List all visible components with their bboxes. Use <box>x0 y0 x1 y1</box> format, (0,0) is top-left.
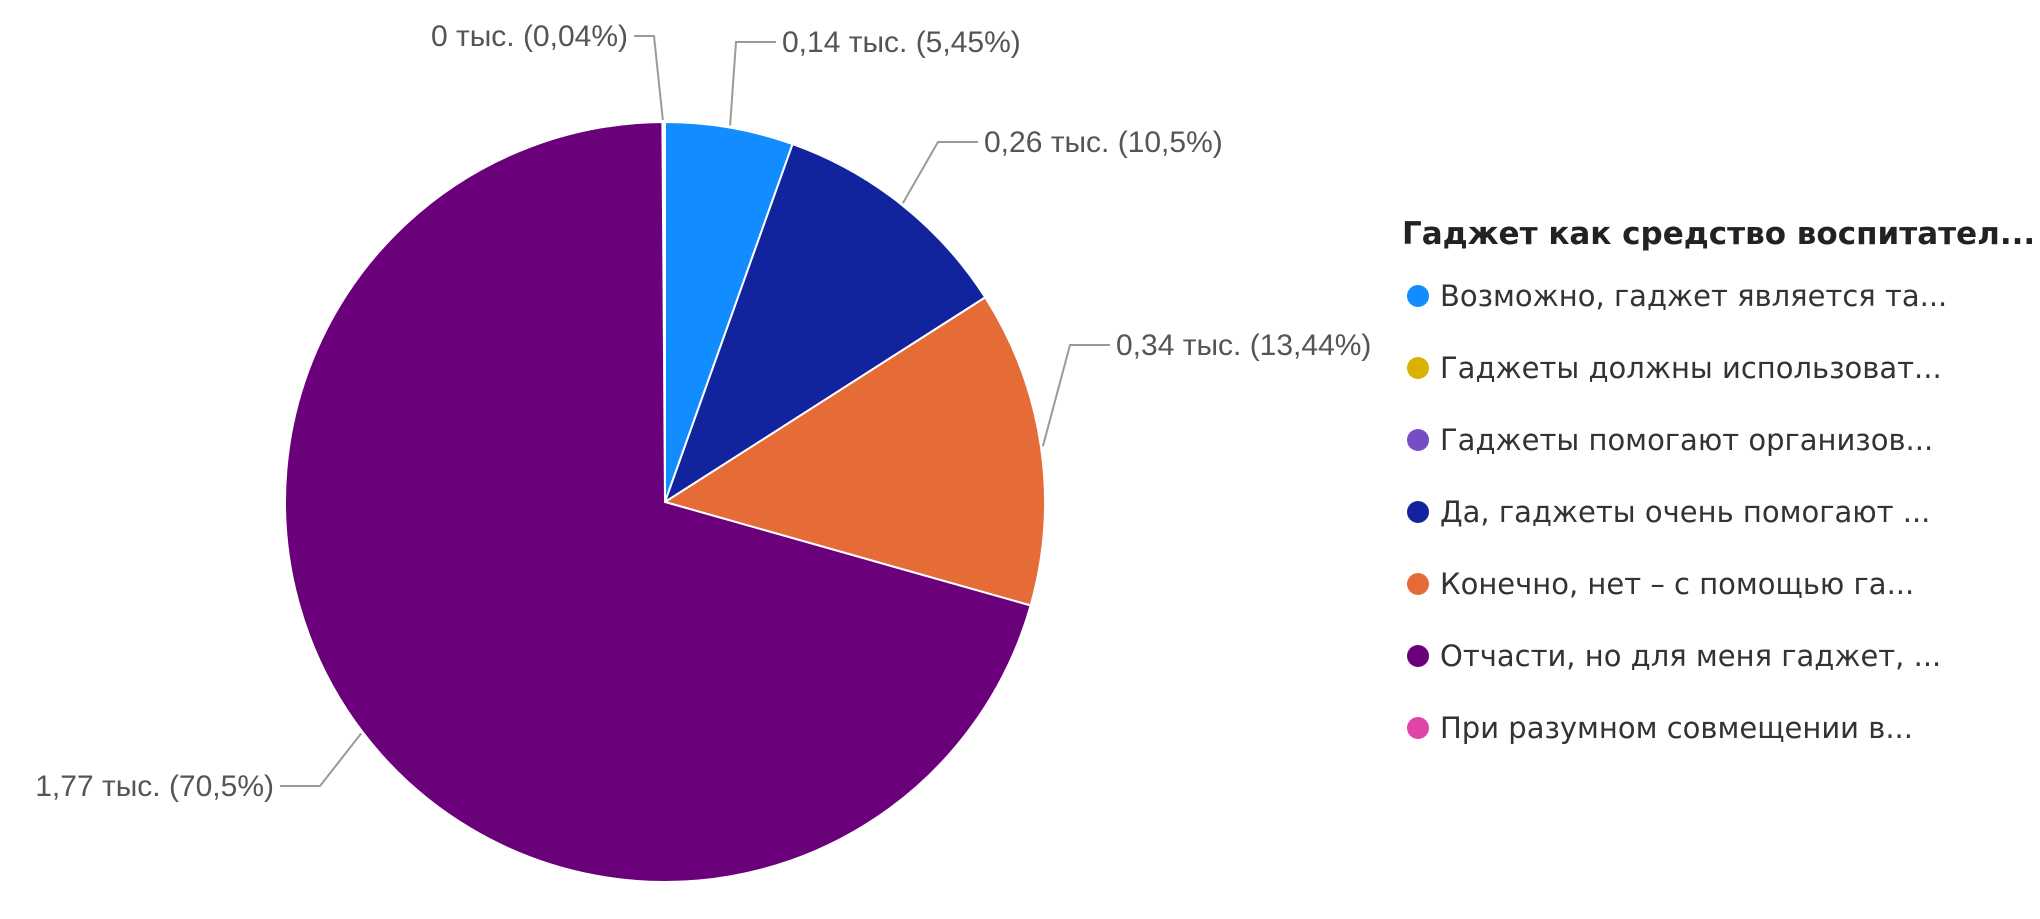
pie-slices <box>284 120 1046 883</box>
leader-line-4 <box>280 732 362 787</box>
legend-item-7[interactable]: При разумном совмещении в... <box>1440 711 1913 745</box>
pie-slice-4[interactable] <box>284 120 1032 883</box>
legend-marker-5 <box>1407 573 1429 595</box>
leader-line-1 <box>729 41 776 126</box>
legend-item-2[interactable]: Гаджеты должны использоват... <box>1440 351 1942 385</box>
data-label-4: 1,77 тыс. (70,5%) <box>35 770 274 803</box>
legend-item-1[interactable]: Возможно, гаджет является та... <box>1440 279 1947 313</box>
legend-item-4[interactable]: Да, гаджеты очень помогают ... <box>1440 495 1930 529</box>
legend-marker-3 <box>1407 429 1429 451</box>
legend-marker-7 <box>1407 717 1429 739</box>
legend-marker-2 <box>1407 357 1429 379</box>
legend-title: Гаджет как средство воспитател... <box>1402 216 2035 252</box>
legend-item-3[interactable]: Гаджеты помогают организов... <box>1440 423 1933 457</box>
legend-marker-4 <box>1407 501 1429 523</box>
pie-slice-2[interactable] <box>663 142 987 505</box>
leader-line-3 <box>1041 344 1110 447</box>
data-labels: 0,14 тыс. (5,45%) 0,26 тыс. (10,5%) 0,34 т… <box>35 20 1371 803</box>
leader-line-5 <box>634 35 664 121</box>
leader-lines <box>280 35 1110 787</box>
data-label-2: 0,26 тыс. (10,5%) <box>984 126 1223 159</box>
data-label-1: 0,14 тыс. (5,45%) <box>782 26 1021 59</box>
data-label-5: 0 тыс. (0,04%) <box>431 20 628 53</box>
pie-slice-1[interactable] <box>664 120 794 503</box>
legend-marker-6 <box>1407 645 1429 667</box>
legend-item-5[interactable]: Конечно, нет – с помощью га... <box>1440 567 1914 601</box>
legend-marker-1 <box>1407 285 1429 307</box>
data-label-3: 0,34 тыс. (13,44%) <box>1116 329 1371 362</box>
legend-item-6[interactable]: Отчасти, но для меня гаджет, ... <box>1440 639 1941 673</box>
leader-line-2 <box>902 141 978 204</box>
legend: Гаджет как средство воспитател... Возмож… <box>1402 216 2035 745</box>
